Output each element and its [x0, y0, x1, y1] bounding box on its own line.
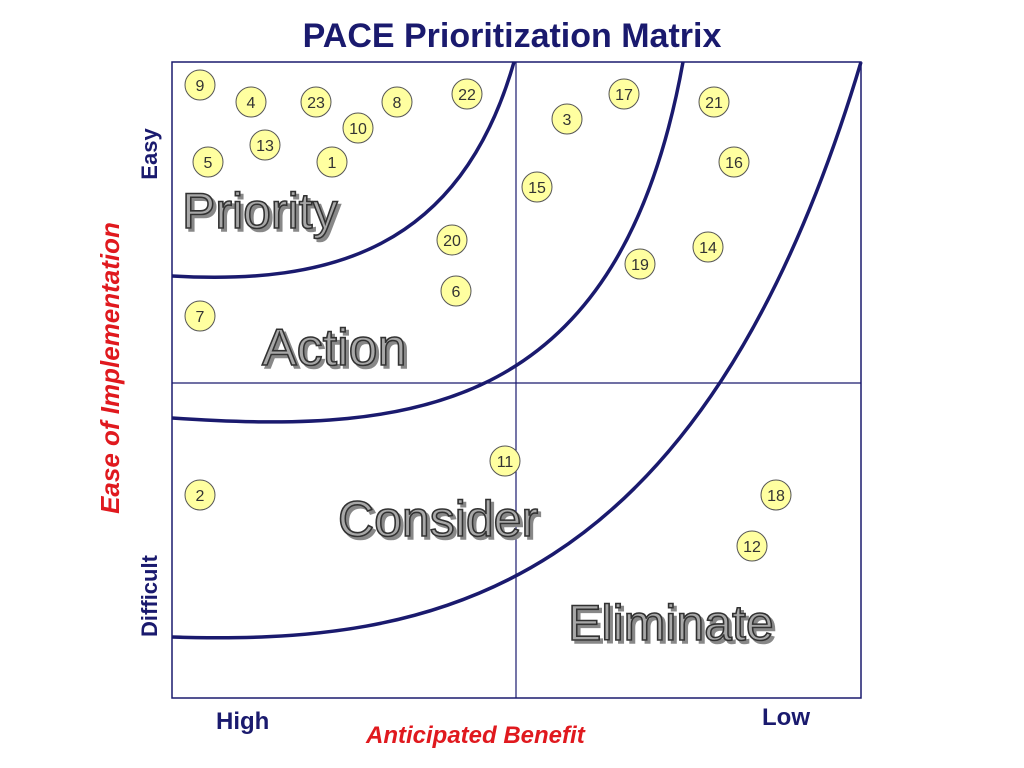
item-number: 16: [725, 155, 743, 172]
item-number: 18: [767, 488, 785, 505]
item-number: 1: [328, 155, 337, 172]
item-number: 17: [615, 87, 633, 104]
item-bubble: 20: [436, 224, 468, 256]
zone-label-consider: Consider: [338, 491, 538, 547]
item-bubble: 12: [736, 530, 768, 562]
item-number: 8: [393, 95, 402, 112]
item-bubble: 21: [698, 86, 730, 118]
item-number: 6: [452, 284, 461, 301]
item-bubble: 2: [184, 479, 216, 511]
item-number: 13: [256, 138, 274, 155]
item-bubble: 5: [192, 146, 224, 178]
item-number: 2: [196, 488, 205, 505]
item-bubble: 16: [718, 146, 750, 178]
item-bubble: 19: [624, 248, 656, 280]
item-bubble: 8: [381, 86, 413, 118]
item-bubble: 13: [249, 129, 281, 161]
zone-label-eliminate: Eliminate: [568, 595, 774, 651]
action-boundary-curve: [171, 61, 685, 424]
item-number: 19: [631, 257, 649, 274]
consider-boundary-curve: [171, 61, 863, 640]
item-bubble: 3: [551, 103, 583, 135]
item-bubble: 15: [521, 171, 553, 203]
item-bubble: 10: [342, 112, 374, 144]
item-bubble: 18: [760, 479, 792, 511]
zone-label-priority: Priority: [182, 183, 338, 239]
priority-boundary-curve: [171, 61, 516, 280]
item-number: 20: [443, 233, 461, 250]
item-bubble: 22: [451, 78, 483, 110]
item-bubble: 4: [235, 86, 267, 118]
item-number: 22: [458, 87, 476, 104]
item-number: 3: [563, 112, 572, 129]
item-bubble: 9: [184, 69, 216, 101]
x-axis-right-label: Low: [762, 704, 810, 731]
item-number: 21: [705, 95, 723, 112]
item-number: 23: [307, 95, 325, 112]
item-bubbles: 9 4 23 8 22 3 17 21 10 13 5 1 16 15 20 1…: [184, 69, 792, 562]
item-number: 10: [349, 121, 367, 138]
item-number: 4: [247, 95, 256, 112]
item-number: 11: [497, 454, 514, 471]
item-bubble: 7: [184, 300, 216, 332]
item-bubble: 6: [440, 275, 472, 307]
item-number: 12: [743, 539, 761, 556]
x-axis-label: Anticipated Benefit: [366, 722, 585, 749]
item-number: 5: [204, 155, 213, 172]
item-bubble: 14: [692, 231, 724, 263]
page-title: PACE Prioritization Matrix: [302, 17, 722, 55]
item-bubble: 11: [489, 445, 521, 477]
item-bubble: 1: [316, 146, 348, 178]
item-number: 7: [196, 309, 205, 326]
item-number: 15: [528, 180, 546, 197]
y-axis-bottom-label: Difficult: [137, 555, 162, 637]
x-axis-left-label: High: [216, 708, 270, 735]
item-number: 14: [699, 240, 717, 257]
y-axis-top-label: Easy: [137, 128, 162, 180]
item-bubble: 23: [300, 86, 332, 118]
item-bubble: 17: [608, 78, 640, 110]
item-number: 9: [196, 78, 205, 95]
zone-label-action: Action: [262, 319, 407, 377]
y-axis-label: Ease of Implementation: [95, 222, 125, 514]
